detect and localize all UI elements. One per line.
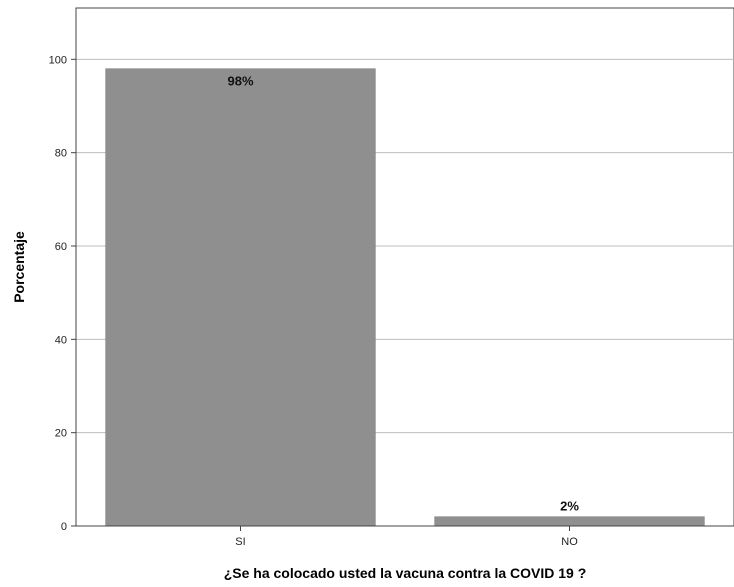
x-axis-ticks: SI NO (235, 526, 578, 548)
x-axis-title: ¿Se ha colocado usted la vacuna contra l… (224, 565, 587, 581)
x-tick-label: NO (561, 536, 578, 548)
x-tick-label: SI (235, 536, 245, 548)
y-axis-ticks: 0 20 40 60 80 100 (49, 54, 76, 533)
y-tick-label: 20 (55, 428, 67, 440)
y-tick-label: 0 (61, 521, 67, 533)
y-tick-label: 100 (49, 54, 67, 66)
data-labels: 98% 2% (227, 74, 579, 514)
data-label: 98% (227, 74, 253, 89)
data-label: 2% (560, 499, 579, 514)
bar-no (434, 516, 705, 527)
y-tick-label: 80 (55, 148, 67, 160)
y-axis-title: Porcentaje (11, 231, 27, 303)
y-tick-label: 60 (55, 241, 67, 253)
y-tick-label: 40 (55, 334, 67, 346)
bars (105, 68, 705, 527)
bar-si (105, 68, 376, 527)
